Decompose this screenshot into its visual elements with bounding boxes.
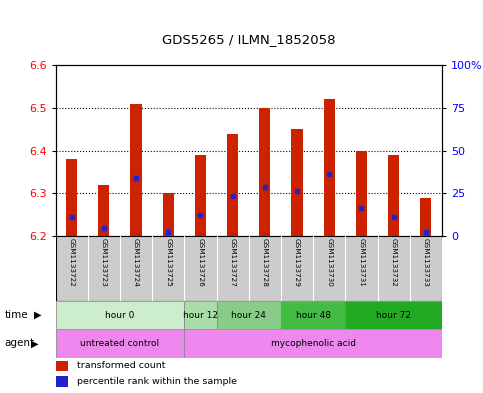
Text: GSM1133731: GSM1133731 — [358, 238, 365, 287]
Text: GSM1133723: GSM1133723 — [101, 238, 107, 287]
Text: hour 48: hour 48 — [296, 311, 331, 320]
Text: hour 0: hour 0 — [105, 311, 135, 320]
Bar — [291, 129, 303, 236]
Bar — [216, 301, 281, 329]
Bar — [56, 329, 185, 358]
Text: hour 72: hour 72 — [376, 311, 411, 320]
Bar — [185, 301, 216, 329]
Text: percentile rank within the sample: percentile rank within the sample — [77, 377, 237, 386]
Text: GSM1133730: GSM1133730 — [326, 238, 332, 287]
Text: ▶: ▶ — [31, 338, 39, 349]
Bar — [130, 104, 142, 236]
Bar — [356, 151, 367, 236]
Text: hour 24: hour 24 — [231, 311, 266, 320]
Text: mycophenolic acid: mycophenolic acid — [270, 339, 355, 348]
Text: GSM1133728: GSM1133728 — [262, 238, 268, 287]
Bar — [227, 134, 238, 236]
Bar — [420, 198, 431, 236]
Bar — [56, 361, 68, 371]
Text: time: time — [5, 310, 28, 320]
Bar — [56, 376, 68, 387]
Bar — [324, 99, 335, 236]
Text: ▶: ▶ — [34, 310, 42, 320]
Bar — [388, 155, 399, 236]
Text: GSM1133726: GSM1133726 — [198, 238, 203, 287]
Text: transformed count: transformed count — [77, 361, 165, 370]
Bar — [56, 301, 185, 329]
Bar — [259, 108, 270, 236]
Text: GSM1133727: GSM1133727 — [229, 238, 236, 287]
Text: GSM1133733: GSM1133733 — [423, 238, 429, 287]
Text: GSM1133732: GSM1133732 — [391, 238, 397, 287]
Text: GDS5265 / ILMN_1852058: GDS5265 / ILMN_1852058 — [162, 33, 336, 46]
Bar — [98, 185, 110, 236]
Text: GSM1133724: GSM1133724 — [133, 238, 139, 287]
Text: hour 12: hour 12 — [183, 311, 218, 320]
Bar — [345, 301, 442, 329]
Text: GSM1133722: GSM1133722 — [69, 238, 75, 287]
Bar — [185, 329, 442, 358]
Text: GSM1133725: GSM1133725 — [165, 238, 171, 287]
Bar — [281, 301, 345, 329]
Bar — [195, 155, 206, 236]
Text: untreated control: untreated control — [80, 339, 159, 348]
Text: GSM1133729: GSM1133729 — [294, 238, 300, 287]
Bar — [66, 159, 77, 236]
Bar — [163, 193, 174, 236]
Text: agent: agent — [5, 338, 35, 349]
